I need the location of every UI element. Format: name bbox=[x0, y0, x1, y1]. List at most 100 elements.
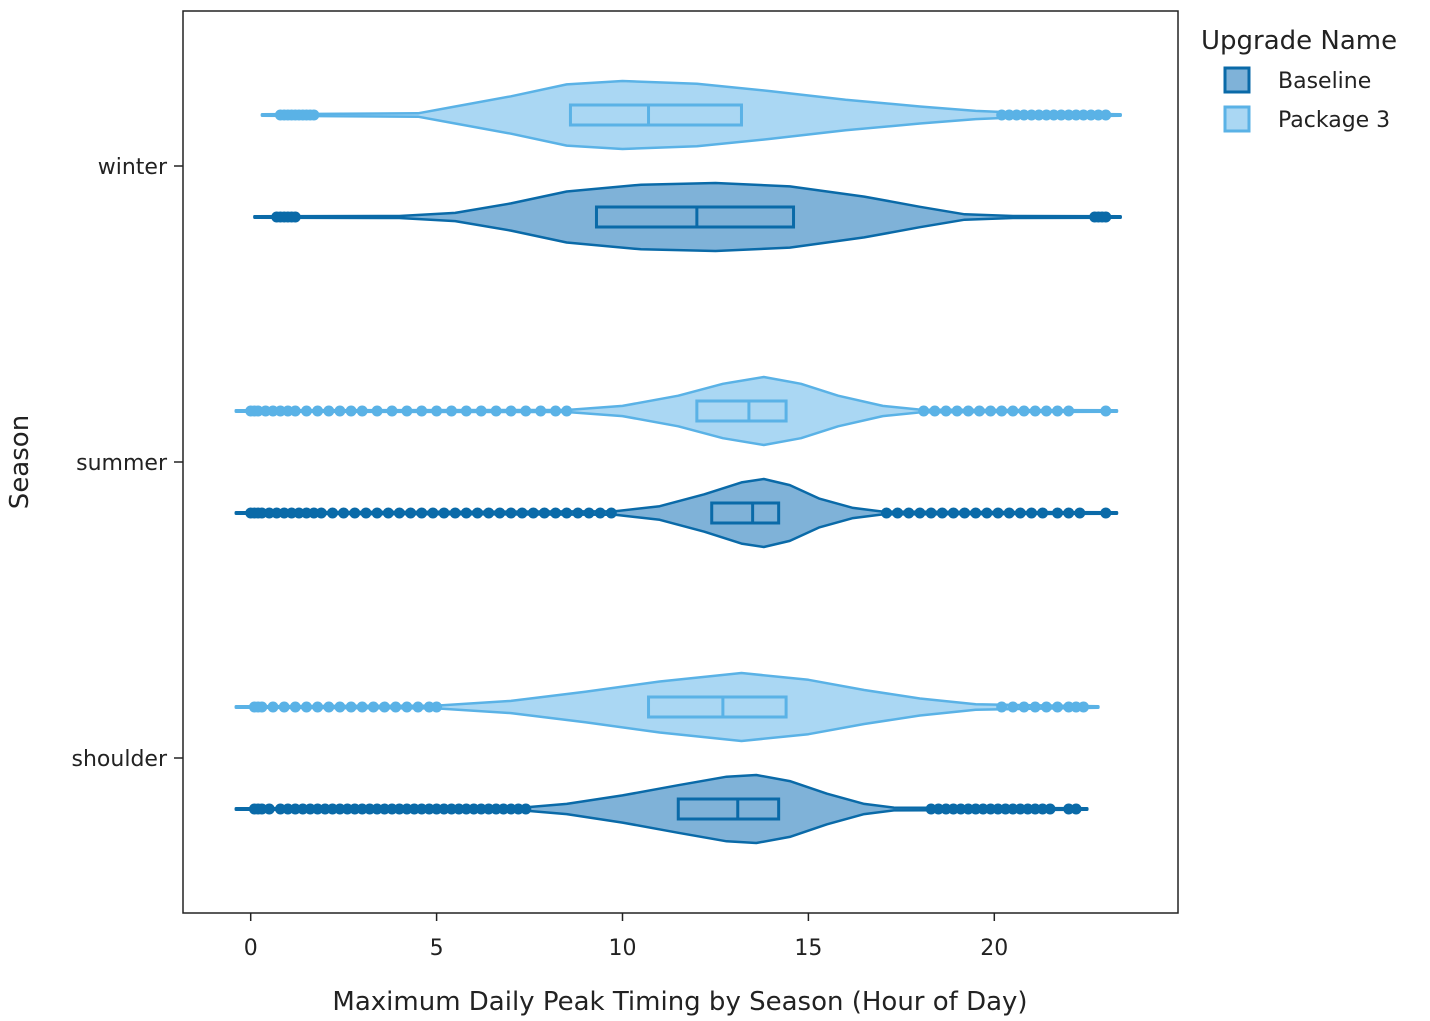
outlier-point bbox=[1052, 507, 1063, 519]
outlier-point bbox=[323, 405, 335, 417]
outlier-point bbox=[947, 507, 959, 519]
outlier-point bbox=[520, 803, 532, 815]
outlier-point bbox=[1007, 405, 1019, 417]
outlier-point bbox=[393, 507, 405, 519]
outlier-point bbox=[970, 507, 982, 519]
legend-label: Baseline bbox=[1278, 69, 1371, 94]
chart-marks bbox=[234, 79, 1122, 845]
outlier-point bbox=[1052, 405, 1063, 417]
box-iqr bbox=[710, 501, 781, 525]
outlier-point bbox=[289, 701, 301, 713]
outlier-point bbox=[520, 405, 532, 417]
outlier-point bbox=[267, 701, 279, 713]
outlier-point bbox=[338, 507, 350, 519]
outlier-point bbox=[446, 405, 457, 417]
outlier-point bbox=[360, 507, 372, 519]
violin-baseline-winter bbox=[253, 181, 1122, 253]
legend-label: Package 3 bbox=[1278, 108, 1390, 133]
outlier-point bbox=[1014, 507, 1026, 519]
outlier-point bbox=[561, 405, 573, 417]
outlier-point bbox=[1052, 701, 1063, 713]
box-iqr bbox=[568, 103, 743, 127]
outlier-point bbox=[494, 507, 506, 519]
outlier-point bbox=[535, 405, 547, 417]
outlier-point bbox=[367, 701, 379, 713]
outlier-point bbox=[996, 701, 1008, 713]
outlier-point bbox=[1078, 701, 1089, 713]
outlier-point bbox=[962, 405, 974, 417]
outlier-point bbox=[1037, 507, 1049, 519]
violin-package-3-summer bbox=[234, 375, 1119, 447]
outlier-point bbox=[1040, 405, 1052, 417]
outlier-point bbox=[1029, 405, 1041, 417]
outlier-point bbox=[550, 405, 562, 417]
x-tick-label: 0 bbox=[244, 936, 258, 961]
y-tick-label: winter bbox=[98, 155, 168, 180]
outlier-point bbox=[334, 405, 346, 417]
outlier-point bbox=[390, 701, 402, 713]
outlier-point bbox=[431, 405, 443, 417]
outlier-point bbox=[881, 507, 892, 519]
outlier-point bbox=[315, 507, 327, 519]
violin-baseline-summer bbox=[234, 477, 1119, 549]
y-tick-label: shoulder bbox=[72, 747, 168, 772]
outlier-point bbox=[323, 701, 335, 713]
outlier-point bbox=[289, 211, 301, 223]
outlier-point bbox=[256, 701, 268, 713]
outlier-point bbox=[936, 507, 948, 519]
outlier-point bbox=[472, 507, 483, 519]
outlier-point bbox=[1026, 507, 1037, 519]
outlier-point bbox=[605, 507, 617, 519]
outlier-point bbox=[308, 109, 320, 121]
outlier-point bbox=[386, 405, 398, 417]
outlier-point bbox=[278, 701, 290, 713]
outlier-point bbox=[505, 405, 517, 417]
outlier-point bbox=[918, 405, 930, 417]
outlier-point bbox=[929, 405, 941, 417]
outlier-point bbox=[312, 701, 324, 713]
outlier-point bbox=[349, 507, 361, 519]
legend: Upgrade Name Baseline Package 3 bbox=[1201, 26, 1397, 133]
outlier-point bbox=[301, 405, 312, 417]
box-iqr bbox=[594, 205, 796, 229]
violin-package-3-shoulder bbox=[234, 671, 1100, 743]
outlier-point bbox=[1029, 701, 1041, 713]
outlier-point bbox=[427, 507, 439, 519]
outlier-point bbox=[416, 405, 428, 417]
outlier-point bbox=[490, 405, 502, 417]
violin-body bbox=[234, 773, 1089, 845]
outlier-point bbox=[1040, 701, 1052, 713]
outlier-point bbox=[996, 405, 1008, 417]
box-iqr bbox=[676, 797, 781, 821]
outlier-point bbox=[892, 507, 904, 519]
outlier-point bbox=[1070, 803, 1082, 815]
outlier-point bbox=[1100, 109, 1112, 121]
outlier-point bbox=[1100, 507, 1112, 519]
outlier-point bbox=[356, 405, 368, 417]
y-tick-label: summer bbox=[76, 451, 168, 476]
box-iqr bbox=[695, 399, 788, 423]
outlier-point bbox=[940, 405, 952, 417]
outlier-point bbox=[505, 507, 517, 519]
outlier-point bbox=[959, 507, 971, 519]
outlier-point bbox=[345, 405, 357, 417]
outlier-point bbox=[327, 507, 338, 519]
outlier-point bbox=[527, 507, 539, 519]
y-axis: winter summer shoulder bbox=[72, 155, 183, 772]
outlier-point bbox=[460, 507, 472, 519]
outlier-point bbox=[1044, 803, 1056, 815]
outlier-point bbox=[1063, 507, 1075, 519]
outlier-point bbox=[981, 507, 993, 519]
violin-body bbox=[234, 375, 1119, 447]
outlier-point bbox=[985, 405, 997, 417]
outlier-point bbox=[1063, 405, 1075, 417]
outlier-point bbox=[992, 507, 1004, 519]
outlier-point bbox=[412, 701, 424, 713]
outlier-point bbox=[951, 405, 963, 417]
x-tick-label: 10 bbox=[609, 936, 637, 961]
outlier-point bbox=[431, 701, 443, 713]
outlier-point bbox=[356, 701, 368, 713]
x-axis-label: Maximum Daily Peak Timing by Season (Hou… bbox=[332, 987, 1027, 1017]
outlier-point bbox=[334, 701, 346, 713]
